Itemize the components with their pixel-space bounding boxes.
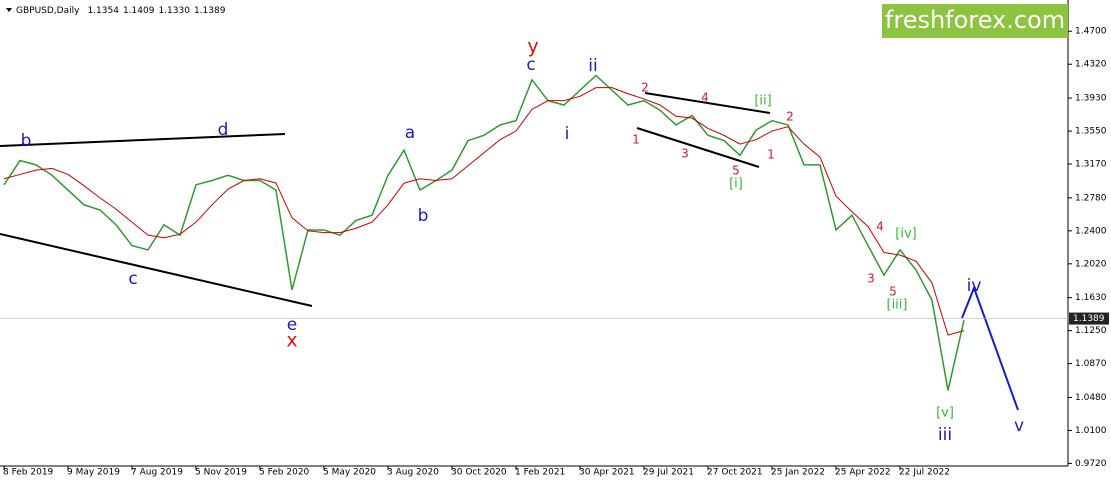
wave-label: iii	[938, 425, 952, 445]
wave-label: 4	[701, 91, 709, 105]
wave-label: c	[526, 55, 535, 75]
y-tick-label: 1.1630	[1075, 293, 1107, 303]
wave-label: c	[128, 269, 137, 289]
price-line	[3, 87, 965, 336]
symbol: GBPUSD,Daily	[16, 6, 80, 16]
wave-label: x	[286, 330, 297, 352]
y-tick-label: 1.2020	[1075, 259, 1107, 269]
ohlc-value: 1.1330	[158, 6, 190, 16]
logo-box	[882, 4, 1068, 38]
logo: freshforex.com	[885, 6, 1065, 34]
wave-label: ii	[588, 56, 597, 76]
header: GBPUSD,Daily 1.1354 1.1409 1.1330 1.1389	[16, 6, 226, 16]
x-tick-label: 5 Feb 2020	[259, 468, 310, 478]
y-tick-label: 1.2400	[1075, 226, 1107, 236]
wave-label: [v]	[936, 406, 954, 421]
ohlc-value: 1.1389	[194, 6, 226, 16]
last-price-box	[1069, 312, 1109, 325]
wave-label: 2	[786, 110, 794, 124]
y-tick-label: 1.3930	[1075, 94, 1107, 104]
x-tick-label: 30 Apr 2021	[579, 468, 635, 478]
x-tick-label: 27 Oct 2021	[707, 468, 763, 478]
ohlc-value: 1.1409	[123, 6, 155, 16]
wave-label: d	[218, 120, 229, 140]
wave-label: 5	[732, 164, 740, 178]
wave-label: [iii]	[887, 298, 908, 313]
wave-label: 3	[681, 147, 689, 161]
x-tick-label: 30 Oct 2020	[451, 468, 507, 478]
wave-label: v	[1014, 416, 1024, 436]
y-tick-label: 0.9720	[1075, 459, 1107, 469]
y-tick-label: 1.0480	[1075, 393, 1107, 403]
wave-label: y	[527, 36, 538, 58]
trendlines	[0, 92, 771, 307]
x-tick-label: 22 Jul 2022	[899, 468, 950, 478]
y-tick-label: 1.2780	[1075, 193, 1107, 203]
x-tick-label: 5 Nov 2019	[195, 468, 247, 478]
wave-label: 2	[641, 81, 649, 95]
x-tick-label: 5 May 2020	[323, 468, 376, 478]
x-tick-label: 8 Feb 2019	[3, 468, 54, 478]
wave-label: 3	[867, 272, 875, 286]
x-tick-label: 25 Jan 2022	[771, 468, 825, 478]
wave-label: b	[21, 131, 32, 151]
price-line	[3, 74, 965, 391]
wave-label: 1	[767, 148, 775, 162]
wave-label: i	[565, 124, 570, 144]
x-tick-label: 7 Aug 2019	[131, 468, 183, 478]
projection	[961, 285, 1019, 411]
wave-label: b	[418, 206, 429, 226]
y-tick-label: 1.3550	[1075, 127, 1107, 137]
ohlc-value: 1.1354	[87, 6, 119, 16]
y-tick-label: 1.0870	[1075, 359, 1107, 369]
y-tick-label: 1.1250	[1075, 326, 1107, 336]
wave-label: [i]	[729, 177, 743, 192]
x-tick-label: 29 Jul 2021	[643, 468, 694, 478]
x-tick-label: 1 Feb 2021	[515, 468, 565, 478]
y-tick-label: 1.4700	[1075, 27, 1107, 37]
y-tick-label: 1.4320	[1075, 60, 1107, 70]
wave-label: 5	[889, 285, 897, 299]
y-tick-label: 1.0100	[1075, 426, 1107, 436]
wave-label: 4	[876, 220, 884, 234]
last-price-label: 1.1389	[1073, 314, 1105, 324]
x-tick-label: 9 May 2019	[67, 468, 120, 478]
wave-label: 1	[632, 133, 640, 147]
wave-label: [ii]	[754, 94, 771, 109]
menu-triangle	[6, 8, 12, 12]
x-tick-label: 3 Aug 2020	[387, 468, 439, 478]
wave-label: iv	[967, 276, 982, 296]
x-tick-label: 25 Apr 2022	[835, 468, 891, 478]
wave-label: e	[287, 315, 297, 335]
y-tick-label: 1.3170	[1075, 160, 1107, 170]
wave-label: [iv]	[895, 227, 916, 242]
wave-label: a	[405, 123, 415, 143]
